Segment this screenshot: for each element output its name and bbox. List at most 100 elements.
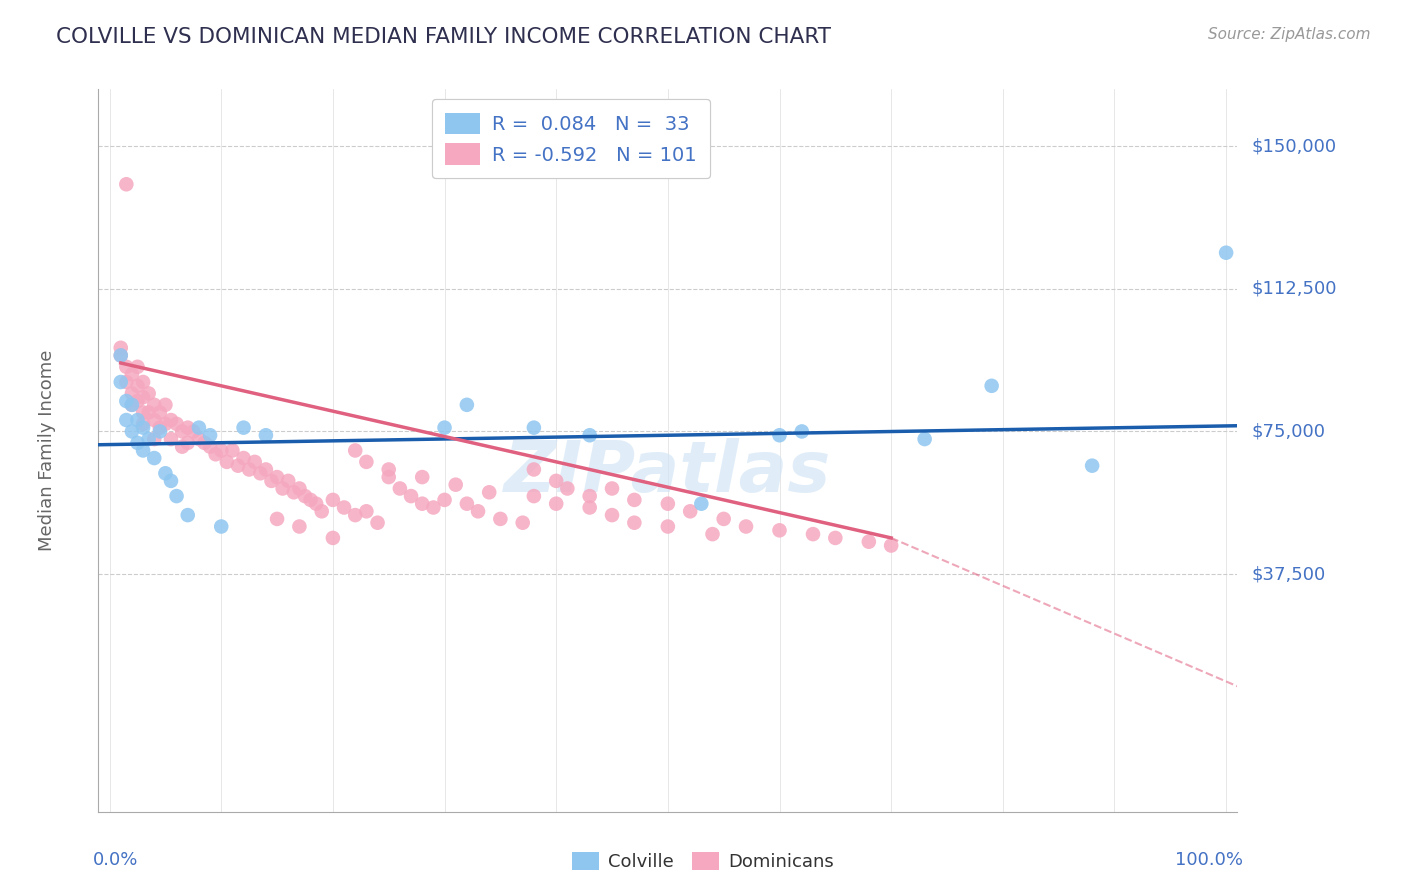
Point [690,497,713,511]
Point [121,425,143,439]
Point [132,390,155,404]
Text: COLVILLE VS DOMINICAN MEDIAN FAMILY INCOME CORRELATION CHART: COLVILLE VS DOMINICAN MEDIAN FAMILY INCO… [56,27,831,46]
Point [127,435,149,450]
Point [132,417,155,431]
Point [138,432,160,446]
Point [155,398,177,412]
Text: Median Family Income: Median Family Income [38,350,56,551]
Point [166,417,188,431]
Point [858,534,880,549]
Point [238,462,260,476]
Point [115,413,138,427]
Point [456,398,478,412]
Point [183,425,205,439]
Point [735,519,758,533]
Point [702,527,724,541]
Point [143,413,166,427]
Point [155,417,177,431]
Point [166,489,188,503]
Point [127,394,149,409]
Point [512,516,534,530]
Point [679,504,702,518]
Point [388,482,411,496]
Point [523,489,546,503]
Point [322,531,344,545]
Point [143,451,166,466]
Point [187,432,209,446]
Point [177,420,200,434]
Point [132,420,155,434]
Point [523,420,546,434]
Point [914,432,936,446]
Point [149,425,172,439]
Point [198,440,221,454]
Point [344,508,367,522]
Point [132,375,155,389]
Point [132,405,155,419]
Point [177,508,200,522]
Point [456,497,478,511]
Point [127,379,149,393]
Text: $75,000: $75,000 [1251,423,1326,441]
Point [172,440,194,454]
Point [444,477,467,491]
Point [1081,458,1104,473]
Point [121,398,143,412]
Point [523,462,546,476]
Point [110,348,132,362]
Point [172,425,194,439]
Point [209,519,232,533]
Point [623,516,645,530]
Point [433,492,456,507]
Point [209,443,232,458]
Point [333,500,356,515]
Point [768,428,790,442]
Point [578,500,600,515]
Point [1215,245,1237,260]
Point [226,458,249,473]
Point [768,524,790,538]
Point [546,497,568,511]
Point [271,482,294,496]
Point [790,425,813,439]
Point [121,398,143,412]
Point [283,485,305,500]
Point [288,519,311,533]
Point [266,470,288,484]
Point [980,379,1002,393]
Text: $112,500: $112,500 [1251,280,1337,298]
Point [467,504,489,518]
Point [254,428,277,442]
Point [132,443,155,458]
Point [377,462,399,476]
Point [311,504,333,518]
Point [138,386,160,401]
Point [198,428,221,442]
Point [254,462,277,476]
Point [243,455,266,469]
Text: Source: ZipAtlas.com: Source: ZipAtlas.com [1208,27,1371,42]
Point [600,482,623,496]
Point [322,492,344,507]
Point [160,413,183,427]
Text: $150,000: $150,000 [1251,137,1336,155]
Point [399,489,422,503]
Point [110,348,132,362]
Point [299,492,322,507]
Point [204,447,226,461]
Point [356,504,378,518]
Point [657,497,679,511]
Text: 0.0%: 0.0% [93,852,138,870]
Point [160,432,183,446]
Legend: R =  0.084   N =  33, R = -0.592   N = 101: R = 0.084 N = 33, R = -0.592 N = 101 [432,99,710,178]
Point [143,432,166,446]
Point [657,519,679,533]
Point [249,467,271,481]
Point [478,485,501,500]
Point [121,368,143,382]
Point [110,375,132,389]
Point [127,413,149,427]
Point [143,398,166,412]
Point [232,451,254,466]
Point [215,455,238,469]
